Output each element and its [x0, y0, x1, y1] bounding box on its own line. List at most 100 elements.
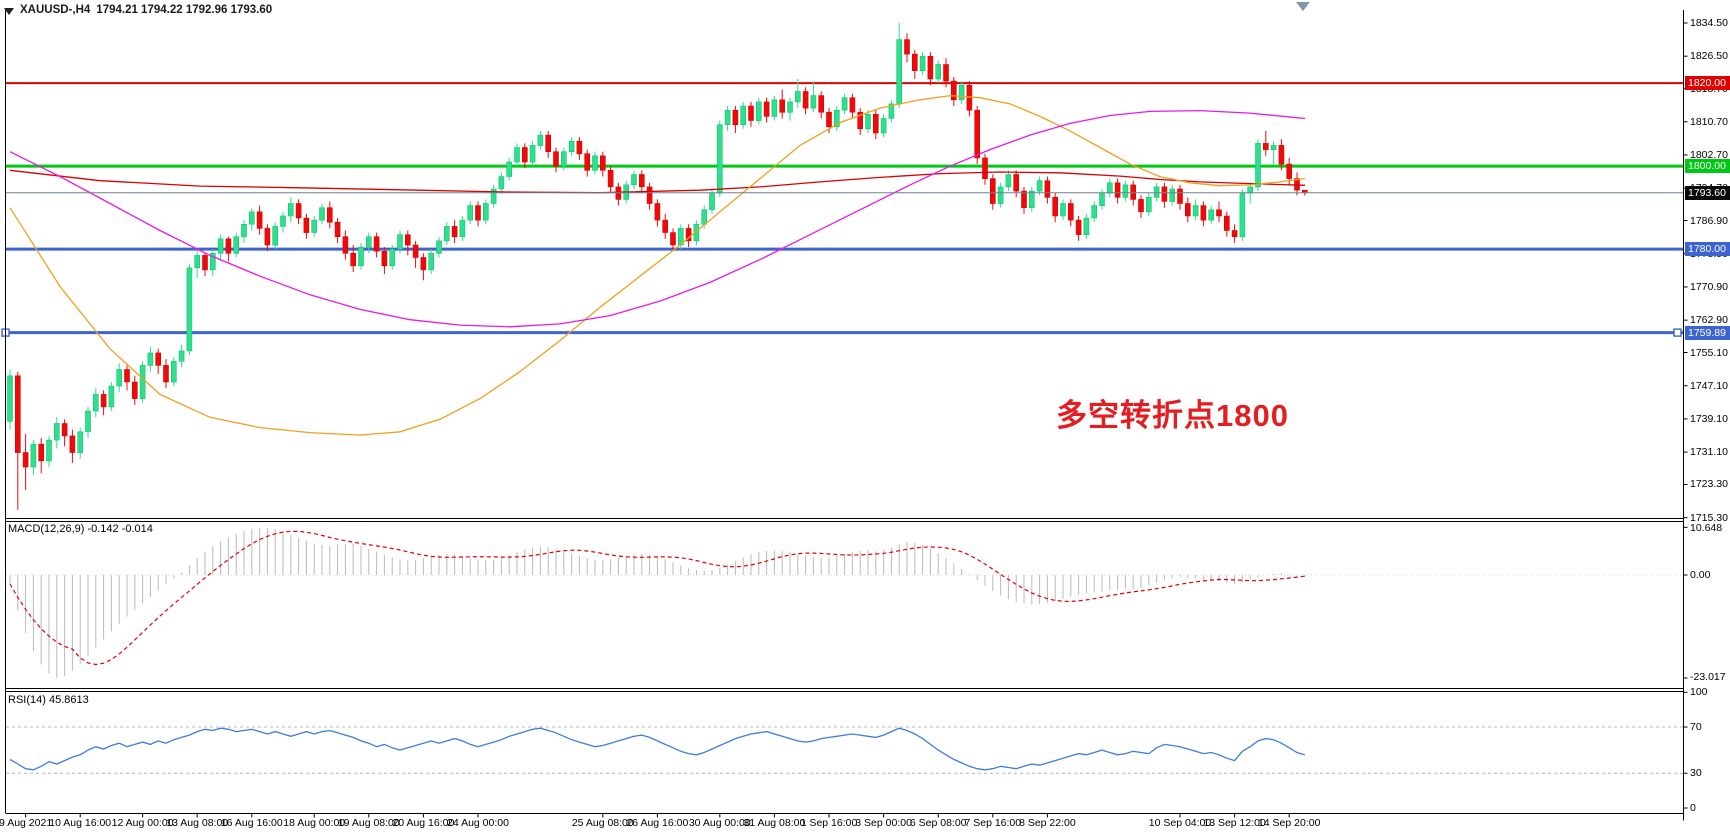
ohlc-readout: 1794.21 1794.22 1792.96 1793.60 [96, 4, 273, 16]
candle-body [194, 255, 200, 269]
candle-body [30, 443, 37, 468]
candle-body [826, 111, 832, 127]
candle-body [966, 85, 973, 111]
collapse-triangle-icon[interactable] [4, 7, 14, 15]
candle-body [1239, 192, 1246, 238]
candle-body [311, 219, 318, 233]
candle-body [334, 221, 341, 237]
candle-body [132, 381, 138, 399]
candle-body [989, 178, 996, 204]
candle-body [1185, 203, 1191, 217]
candle-body [264, 228, 271, 246]
candle-body [467, 205, 474, 221]
candle-body [1005, 174, 1012, 188]
candle-body [787, 101, 793, 113]
candle-body [1107, 182, 1113, 194]
candle-body [662, 219, 669, 233]
macd-signal-line [9, 530, 1305, 666]
candle-body [233, 236, 239, 254]
candle-body [22, 452, 29, 468]
candle-body [1029, 190, 1035, 209]
candle-body [506, 161, 513, 177]
candle-body [1216, 209, 1222, 217]
candle-body [1278, 145, 1285, 165]
candle-body [459, 219, 466, 238]
candle-body [974, 109, 981, 159]
candle-body [631, 174, 637, 186]
candle-body [1263, 143, 1269, 150]
candle-body [943, 64, 949, 82]
candle-body [241, 224, 247, 238]
candle-body [420, 257, 427, 271]
candle-body [1052, 197, 1058, 217]
candle-body [412, 244, 419, 258]
candle-body [498, 176, 505, 190]
candle-body [685, 228, 692, 242]
candle-body [607, 170, 614, 188]
rsi-indicator-label: RSI(14) 45.8613 [8, 694, 89, 706]
candle-body [1013, 174, 1020, 192]
candle-body [1231, 230, 1238, 237]
candle-body [116, 369, 122, 387]
candle-body [763, 101, 770, 117]
candle-body [911, 53, 918, 71]
candle-body [732, 109, 739, 125]
candle-body [287, 203, 294, 217]
candle-body [670, 232, 676, 246]
candle-body [888, 103, 895, 119]
chart-title-bar: XAUUSD-,H4 1794.21 1794.22 1792.96 1793.… [4, 4, 272, 16]
candle-body [950, 80, 957, 101]
candle-body [529, 145, 536, 163]
candle-body [841, 97, 848, 111]
macd-indicator-label: MACD(12,26,9) -0.142 -0.014 [8, 523, 153, 535]
candle-body [1146, 197, 1152, 213]
candle-body [779, 99, 786, 113]
candle-body [85, 410, 91, 433]
candle-body [124, 369, 130, 383]
ma-flat-red [9, 169, 1306, 194]
candle-body [404, 234, 411, 246]
candle-body [1036, 180, 1043, 192]
candle-body [490, 188, 497, 204]
candle-body [1068, 203, 1074, 221]
candle-body [202, 255, 208, 271]
candle-body [701, 209, 708, 225]
candle-body [833, 109, 840, 128]
candle-body [280, 215, 286, 227]
candle-body [740, 105, 747, 126]
candle-body [927, 55, 934, 80]
chart-shift-triangle-icon[interactable] [1296, 2, 1310, 11]
candle-body [350, 253, 357, 267]
candle-body [451, 226, 458, 238]
candle-body [1177, 188, 1183, 204]
candle-body [545, 134, 552, 153]
candle-body [958, 85, 965, 101]
chart-text-annotation[interactable]: 多空转折点1800 [1056, 398, 1289, 433]
candle-body [358, 246, 364, 267]
candle-body [163, 365, 169, 383]
candle-body [576, 141, 583, 155]
candle-body [802, 91, 809, 109]
candle-body [389, 248, 396, 267]
candle-body [794, 91, 801, 103]
candle-body [755, 101, 762, 121]
candle-body [178, 350, 185, 362]
candle-body [818, 95, 825, 113]
candle-body [443, 226, 450, 242]
candle-body [1208, 209, 1214, 221]
candle-body [77, 431, 83, 453]
candle-body [880, 118, 887, 134]
candle-body [210, 253, 216, 271]
candle-body [1153, 186, 1160, 198]
line-selection-handle[interactable] [1673, 328, 1682, 337]
rsi-line [9, 727, 1305, 771]
candle-body [1044, 180, 1051, 198]
candle-body [904, 39, 910, 55]
ma-fast-orange [9, 94, 1306, 436]
candle-body [139, 365, 146, 399]
candle-body [1224, 215, 1230, 231]
candle-body [1169, 188, 1175, 202]
candle-body [1192, 205, 1199, 217]
